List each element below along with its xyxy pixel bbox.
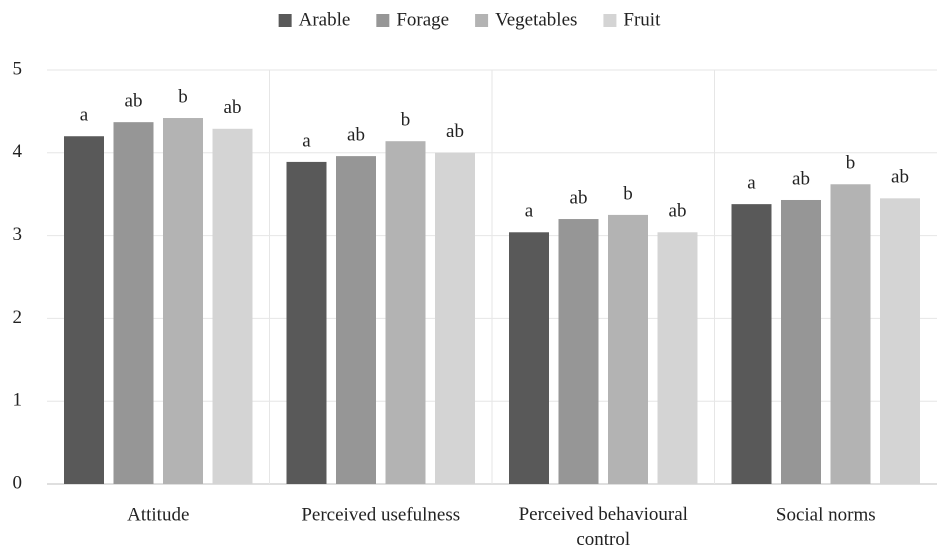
- bar: [509, 232, 549, 484]
- data-label: ab: [669, 201, 687, 222]
- bar: [163, 118, 203, 485]
- bar: [781, 199, 821, 484]
- x-tick-label: Attitude: [127, 504, 189, 525]
- data-label: a: [525, 201, 534, 222]
- bar: [830, 184, 871, 484]
- legend-label: Vegetables: [495, 9, 577, 30]
- bar: [212, 128, 253, 484]
- y-tick-label: 0: [13, 472, 23, 493]
- data-label: b: [846, 153, 856, 174]
- data-label: b: [623, 183, 633, 204]
- data-label: a: [747, 172, 756, 193]
- x-tick-label: Perceived usefulness: [301, 504, 460, 525]
- data-label: ab: [792, 168, 810, 189]
- bar: [731, 204, 772, 485]
- bar: [286, 161, 327, 484]
- y-tick-label: 2: [13, 307, 23, 328]
- data-label: ab: [347, 124, 365, 145]
- bar: [336, 156, 376, 484]
- bar: [558, 219, 599, 485]
- bar: [435, 152, 475, 485]
- data-label: ab: [446, 121, 464, 142]
- x-tick-label: Perceived behavioural control: [519, 504, 688, 550]
- legend-swatch: [475, 14, 489, 27]
- legend-swatch: [603, 14, 617, 27]
- data-label: b: [401, 110, 411, 131]
- bar: [113, 122, 154, 484]
- x-tick-label-line: control: [576, 529, 630, 550]
- x-tick-label: Social norms: [776, 504, 876, 525]
- data-label: a: [80, 105, 89, 126]
- legend-label: Fruit: [623, 9, 661, 30]
- y-tick-label: 3: [13, 224, 23, 245]
- legend: Arable Forage Vegetables Fruit: [278, 9, 661, 30]
- data-label: ab: [891, 167, 909, 188]
- bar: [880, 198, 920, 484]
- y-tick-label: 5: [13, 58, 23, 79]
- legend-swatch: [376, 14, 390, 27]
- y-tick-label: 4: [13, 141, 23, 162]
- bar: [64, 136, 104, 485]
- y-tick-label: 1: [13, 390, 23, 411]
- x-tick-label-line: Perceived behavioural: [519, 504, 688, 525]
- bar: [608, 214, 648, 484]
- data-label: ab: [224, 97, 242, 118]
- data-label: b: [178, 86, 188, 107]
- data-label: a: [302, 130, 311, 151]
- data-label: ab: [125, 91, 143, 112]
- bar: [657, 232, 698, 484]
- bar: [385, 141, 426, 484]
- legend-label: Arable: [299, 9, 351, 30]
- data-label: ab: [570, 187, 588, 208]
- legend-label: Forage: [396, 9, 449, 30]
- legend-swatch: [278, 14, 292, 27]
